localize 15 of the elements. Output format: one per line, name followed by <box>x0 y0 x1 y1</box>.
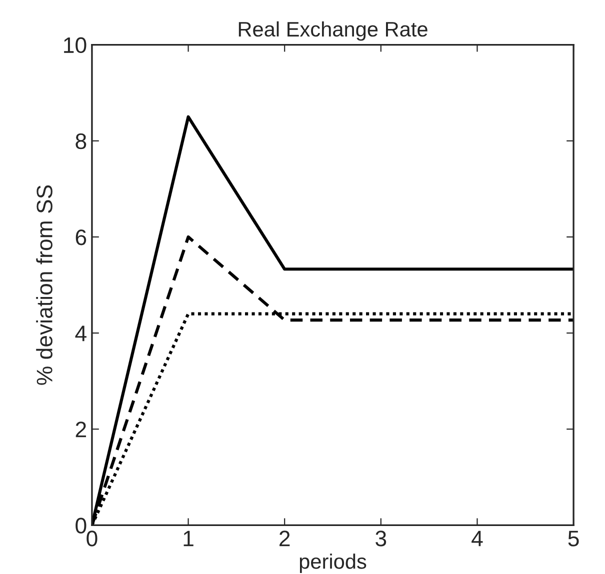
y-axis-title: % deviation from SS <box>36 185 52 385</box>
x-tick-label: 0 <box>86 530 98 546</box>
chart-title: Real Exchange Rate <box>238 21 428 41</box>
x-tick-label: 4 <box>472 530 483 546</box>
x-tick-label: 2 <box>280 530 290 546</box>
x-tick-label: 3 <box>376 530 386 546</box>
y-tick-label: 0 <box>76 518 86 534</box>
y-tick-label: 6 <box>76 229 86 246</box>
x-tick-label: 1 <box>184 530 194 546</box>
x-axis-title: periods <box>300 554 366 573</box>
y-tick-label: 2 <box>76 422 86 438</box>
y-tick-label: 4 <box>75 326 86 342</box>
x-tick-label: 5 <box>568 530 579 546</box>
y-tick-label: 8 <box>76 133 86 150</box>
y-tick-label: 10 <box>64 37 86 54</box>
